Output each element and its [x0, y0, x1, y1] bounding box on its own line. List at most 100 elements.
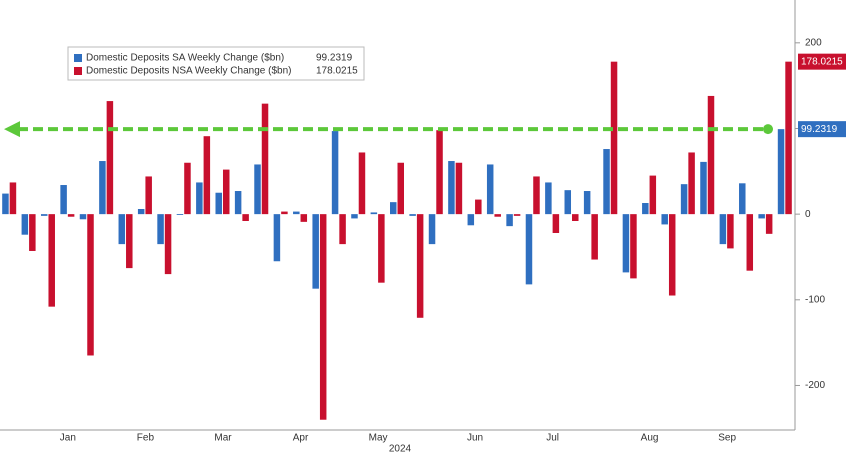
bar: [409, 214, 416, 216]
bar: [583, 191, 591, 215]
bar: [21, 214, 29, 235]
bar: [40, 214, 48, 216]
bar: [572, 214, 579, 221]
bar: [196, 182, 203, 215]
legend-swatch: [74, 54, 82, 62]
reference-dot: [763, 124, 773, 135]
bar: [428, 214, 436, 245]
bar: [700, 161, 707, 215]
x-axis-label: 2024: [389, 444, 412, 455]
x-tick-label: May: [369, 433, 388, 444]
reference-line: [4, 121, 773, 138]
bar: [176, 214, 184, 215]
bar: [661, 214, 668, 225]
bar: [777, 129, 785, 215]
bar: [668, 214, 676, 296]
y-tick-label: 200: [805, 37, 822, 48]
bar: [455, 162, 463, 215]
x-tick-label: Aug: [641, 433, 659, 444]
bar: [67, 214, 75, 217]
legend-label: Domestic Deposits NSA Weekly Change ($bn…: [86, 66, 291, 77]
bar: [293, 211, 300, 215]
bar: [552, 214, 560, 233]
x-tick-label: Mar: [214, 433, 232, 444]
bar: [494, 214, 501, 217]
legend-value: 99.2319: [316, 53, 353, 64]
bar: [610, 61, 618, 215]
value-tag-label: 99.2319: [801, 124, 838, 135]
value-tag-label: 178.0215: [801, 56, 843, 67]
bar: [106, 101, 114, 215]
bar: [591, 214, 598, 260]
x-tick-label: Apr: [293, 433, 309, 444]
bar: [29, 214, 36, 251]
bar: [603, 149, 610, 215]
bar: [467, 214, 475, 226]
bar: [727, 214, 734, 249]
bar: [475, 199, 482, 215]
y-tick-label: -100: [805, 294, 825, 305]
legend-swatch: [74, 67, 82, 75]
bar: [234, 191, 242, 215]
x-tick-label: Sep: [718, 433, 736, 444]
bar: [312, 214, 319, 289]
y-tick-label: -200: [805, 380, 825, 391]
x-tick-label: Jun: [467, 433, 483, 444]
bar: [203, 136, 211, 215]
bar: [486, 164, 494, 215]
bar: [118, 214, 126, 245]
bar: [9, 182, 17, 215]
bar: [339, 214, 346, 245]
legend: [67, 46, 365, 81]
bar: [242, 214, 249, 221]
bar: [300, 214, 308, 222]
bar: [184, 162, 191, 215]
bar: [370, 212, 378, 215]
bar: [358, 152, 366, 215]
bar: [622, 214, 630, 273]
bar: [785, 61, 792, 215]
bar: [765, 214, 773, 234]
bar: [48, 214, 55, 307]
bar: [533, 176, 540, 215]
bar: [126, 214, 133, 269]
bar: [157, 214, 164, 245]
x-tick-label: Jan: [60, 433, 76, 444]
bar: [513, 214, 521, 216]
bar: [137, 209, 145, 215]
bar: [506, 214, 513, 227]
bar: [758, 214, 765, 219]
bar: [746, 214, 754, 271]
bar: [281, 211, 288, 215]
bar: [397, 162, 404, 215]
bar: [416, 214, 424, 318]
bar: [164, 214, 172, 275]
bar: [707, 95, 715, 215]
bar: [719, 214, 727, 245]
bar: [261, 103, 269, 215]
legend-label: Domestic Deposits SA Weekly Change ($bn): [86, 53, 284, 64]
bar: [436, 130, 443, 215]
bar: [642, 203, 649, 215]
bar: [630, 214, 637, 279]
legend-value: 178.0215: [316, 66, 358, 77]
bar: [2, 193, 9, 215]
bar: [680, 184, 688, 215]
bar: [319, 214, 327, 420]
bar: [215, 192, 222, 215]
bar: [378, 214, 385, 283]
x-tick-label: Feb: [137, 433, 155, 444]
bar: [87, 214, 94, 356]
bar: [564, 190, 572, 215]
bar: [739, 183, 746, 215]
bar: [688, 152, 695, 215]
x-tick-label: Jul: [546, 433, 559, 444]
bar: [60, 185, 67, 215]
bar: [525, 214, 533, 285]
bar: [351, 214, 358, 219]
bar: [649, 175, 657, 215]
bar: [545, 182, 552, 215]
bar: [222, 169, 230, 215]
value-tag: [798, 121, 846, 138]
